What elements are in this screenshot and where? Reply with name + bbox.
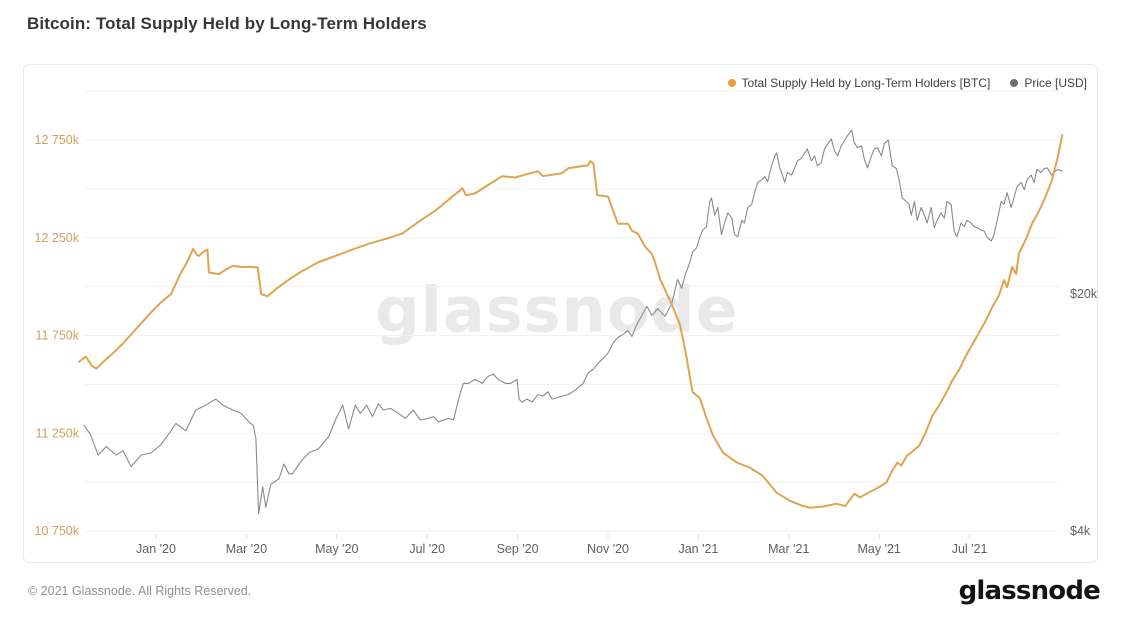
y-axis-label-supply: 12 750k xyxy=(35,133,80,147)
glassnode-logo: glassnode xyxy=(958,576,1101,606)
y-axis-label-price: $20k xyxy=(1070,287,1098,301)
copyright-text: © 2021 Glassnode. All Rights Reserved. xyxy=(28,584,252,598)
footer: © 2021 Glassnode. All Rights Reserved. g… xyxy=(0,576,1125,606)
chart-card: Total Supply Held by Long-Term Holders [… xyxy=(23,64,1098,563)
legend-item-price[interactable]: Price [USD] xyxy=(1010,76,1087,90)
x-axis-label: Jul '21 xyxy=(952,542,988,556)
legend-label-supply: Total Supply Held by Long-Term Holders [… xyxy=(741,76,991,90)
x-axis-label: Sep '20 xyxy=(497,542,539,556)
chart-legend: Total Supply Held by Long-Term Holders [… xyxy=(727,76,1087,90)
supply-line-series xyxy=(78,134,1064,509)
x-axis-label: Mar '21 xyxy=(768,542,809,556)
y-axis-label-supply: 12 250k xyxy=(35,231,80,245)
y-axis-label-price: $4k xyxy=(1070,524,1091,538)
x-axis-label: Jan '20 xyxy=(136,542,176,556)
price-line-series xyxy=(83,129,1063,515)
y-axis-label-supply: 10 750k xyxy=(35,524,80,538)
legend-item-supply[interactable]: Total Supply Held by Long-Term Holders [… xyxy=(727,76,991,90)
y-axis-label-supply: 11 750k xyxy=(35,329,79,343)
x-axis-label: Mar '20 xyxy=(226,542,267,556)
page-title: Bitcoin: Total Supply Held by Long-Term … xyxy=(27,14,427,33)
x-axis-label: Jan '21 xyxy=(678,542,718,556)
glassnode-watermark: glassnode xyxy=(375,273,739,347)
legend-label-price: Price [USD] xyxy=(1024,76,1087,90)
price-series-dot-icon xyxy=(1010,79,1019,87)
supply-series-dot-icon xyxy=(727,79,736,87)
x-axis-label: May '21 xyxy=(858,542,901,556)
x-axis-label: Jul '20 xyxy=(409,542,445,556)
chart-plot-area[interactable]: 12 750k 12 250k 11 750k 11 250k 10 750k $20k $… xyxy=(24,65,1099,564)
y-axis-label-supply: 11 250k xyxy=(35,426,79,440)
x-axis-label: Nov '20 xyxy=(587,542,629,556)
x-axis-label: May '20 xyxy=(315,542,358,556)
